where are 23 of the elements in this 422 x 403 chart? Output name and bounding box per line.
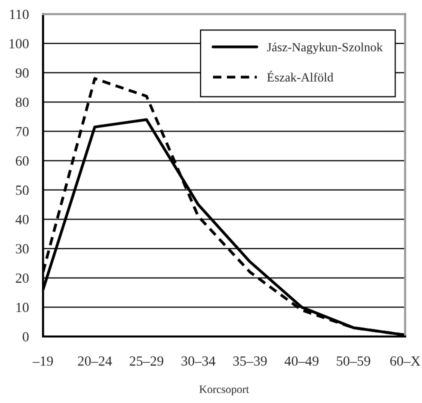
y-tick-label: 70 [16, 126, 29, 136]
x-tick-label: 60–X [390, 356, 420, 366]
legend-label: Észak-Alföld [267, 70, 334, 82]
x-tick-label: 30–34 [182, 356, 216, 366]
y-tick-label: 80 [16, 98, 29, 107]
y-tick-label: 50 [16, 186, 29, 195]
x-tick-label: 40–49 [284, 356, 318, 366]
x-tick-label: 35–39 [233, 356, 267, 366]
y-tick-label: 20 [16, 273, 29, 283]
y-tick-label: 110 [10, 10, 29, 20]
y-tick-label: 40 [16, 214, 29, 224]
x-tick-label: 50–59 [336, 356, 370, 366]
legend-label: Jász-Nagykun-Szolnok [267, 42, 383, 54]
x-tick-label: 25–29 [130, 356, 164, 366]
y-tick-label: 30 [16, 244, 29, 254]
y-tick-label: 100 [10, 38, 29, 48]
y-tick-label: 0 [22, 332, 29, 342]
y-tick-label: 10 [16, 302, 29, 312]
x-tick-label: 20–24 [78, 356, 112, 366]
x-tick-label: –19 [32, 356, 53, 366]
y-tick-label: 60 [16, 156, 29, 166]
x-axis-title: Korcsoport [199, 386, 250, 396]
y-tick-label: 90 [16, 68, 29, 78]
